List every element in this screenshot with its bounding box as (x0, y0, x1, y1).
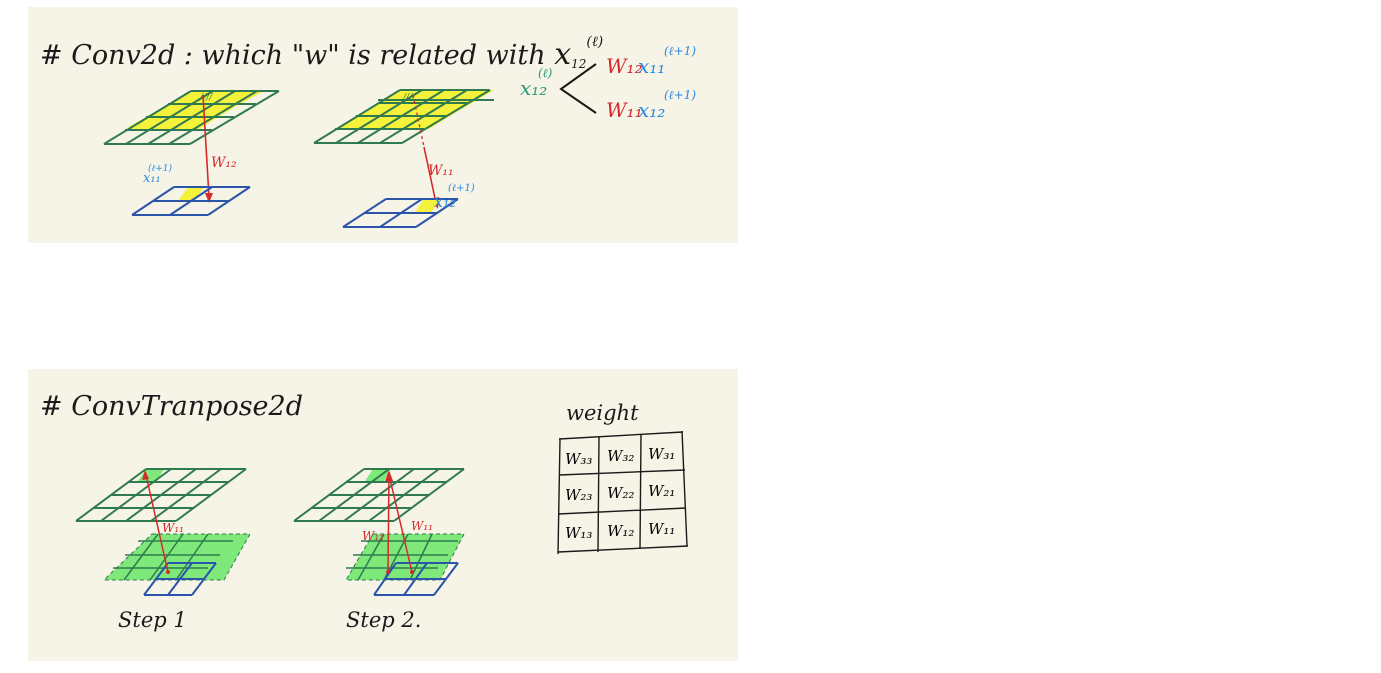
weight-cell-2-1: W₁₂ (607, 522, 634, 540)
relation-branch2-weight: W₁₁ (606, 98, 643, 122)
relation-root-sup: (ℓ) (538, 66, 553, 80)
conv2d-right-input-grid: //// (313, 89, 494, 144)
conv2d-left-output-label: x₁₁ (143, 171, 161, 186)
relation-branch2-sup: (ℓ+1) (664, 88, 696, 102)
weight-cell-1-1: W₂₂ (607, 484, 634, 502)
relation-branch-lines (559, 63, 597, 114)
conv2d-left-arrow-label: W₁₂ (211, 155, 237, 171)
weight-cell-1-2: W₂₁ (648, 482, 675, 500)
step2-arrow-label-right: W₁₁ (411, 519, 433, 533)
conv2d-left-highlight-b (146, 104, 240, 117)
conv2d-right-output-label: x₁₂ (434, 192, 456, 211)
conv2d-left-output-grid: x₁₁ (ℓ+1) (131, 163, 251, 216)
conv2d-right-arrow-label: W₁₁ (428, 163, 454, 179)
convtranspose-title: # ConvTranpose2d (40, 391, 303, 422)
conv2d-left-input-grid: //// (103, 90, 280, 145)
conv2d-left-highlight-a (125, 117, 218, 130)
weight-cell-0-0: W₃₃ (565, 450, 592, 468)
weight-matrix: weight W₃₃ W₃₂ W₃₁ W₂₃ W₂₂ W₂₁ W₁₃ W₁₂ W… (557, 401, 689, 555)
relation-branch2-var: x₁₂ (638, 98, 665, 122)
conv2d-title-sup: (ℓ) (586, 34, 604, 50)
conv2d-title-var: x (554, 37, 572, 72)
step2-diagram: W₁₂ W₁₁ Step 2. (293, 468, 465, 632)
conv2d-right-output-grid: x₁₂ (ℓ+1) (342, 183, 475, 228)
conv2d-title: # Conv2d : which "w" is related with x12… (40, 34, 604, 72)
relation-branch1-var: x₁₁ (638, 54, 665, 78)
conv2d-relation: x₁₂ (ℓ) W₁₂ x₁₁ (ℓ+1) W₁₁ x₁₂ (ℓ+1) (520, 44, 696, 122)
step2-arrow-label-left: W₁₂ (362, 529, 384, 543)
conv2d-left-output-sup: (ℓ+1) (148, 163, 173, 174)
convtranspose-panel: # ConvTranpose2d (28, 369, 738, 661)
conv2d-panel: # Conv2d : which "w" is related with x12… (28, 7, 738, 243)
relation-branch1-weight: W₁₂ (606, 54, 643, 78)
conv2d-right-arrow: W₁₁ (412, 94, 454, 209)
conv2d-right-hatch: //// (402, 93, 416, 103)
weight-cell-2-0: W₁₃ (565, 524, 592, 542)
conv2d-left-hatch: //// (199, 93, 213, 103)
weight-cell-0-2: W₃₁ (648, 445, 675, 463)
weight-title: weight (566, 401, 639, 425)
relation-root-var: x₁₂ (520, 76, 547, 100)
conv2d-title-sub: 12 (571, 57, 587, 71)
step1-arrow-label: W₁₁ (162, 521, 184, 535)
conv2d-title-text: # Conv2d : which "w" is related with (40, 40, 546, 71)
step2-label: Step 2. (346, 608, 421, 632)
conv2d-diagram: //// W₁₂ x₁₁ (ℓ+1) (103, 44, 696, 228)
weight-cell-2-2: W₁₁ (648, 520, 675, 538)
relation-branch1-sup: (ℓ+1) (664, 44, 696, 58)
convtranspose-diagram: W₁₁ Step 1 (75, 401, 689, 632)
conv2d-right-output-sup: (ℓ+1) (448, 183, 475, 194)
weight-cell-0-1: W₃₂ (607, 447, 634, 465)
step1-label: Step 1 (118, 608, 187, 632)
weight-cell-1-0: W₂₃ (565, 486, 592, 504)
step1-diagram: W₁₁ Step 1 (75, 468, 251, 632)
conv2d-left-arrow: W₁₂ (202, 94, 237, 203)
